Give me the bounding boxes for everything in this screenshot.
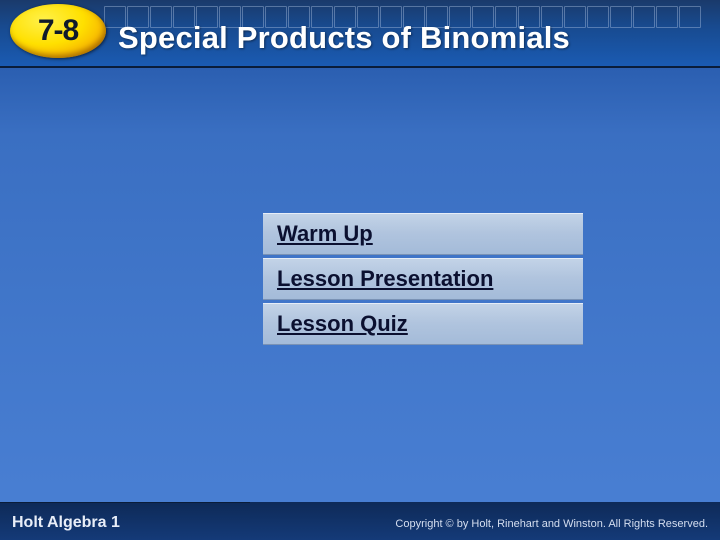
nav-item-lesson-presentation[interactable]: Lesson Presentation: [263, 258, 583, 300]
nav-link-lesson-presentation[interactable]: Lesson Presentation: [277, 266, 493, 292]
course-name: Holt Algebra 1: [12, 514, 120, 532]
footer-band: Holt Algebra 1 Copyright © by Holt, Rine…: [0, 502, 720, 540]
copyright-text: Copyright © by Holt, Rinehart and Winsto…: [395, 518, 708, 530]
nav-link-lesson-quiz[interactable]: Lesson Quiz: [277, 311, 408, 337]
lesson-number: 7-8: [38, 14, 78, 48]
header-band: 7-8 Special Products of Binomials: [0, 0, 720, 68]
nav-item-warm-up[interactable]: Warm Up: [263, 213, 583, 255]
nav-item-lesson-quiz[interactable]: Lesson Quiz: [263, 303, 583, 345]
slide: 7-8 Special Products of Binomials Warm U…: [0, 0, 720, 540]
lesson-title: Special Products of Binomials: [118, 20, 570, 56]
nav-link-warm-up[interactable]: Warm Up: [277, 221, 373, 247]
lesson-number-badge: 7-8: [10, 4, 106, 58]
